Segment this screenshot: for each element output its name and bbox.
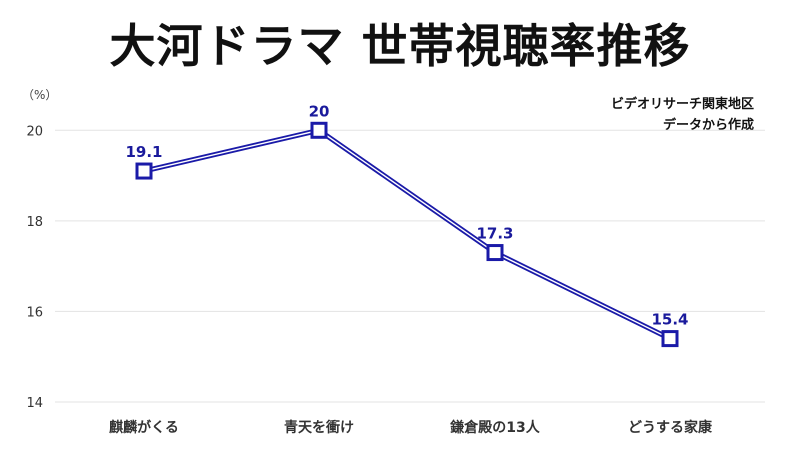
- data-labels-layer: 19.1 20 17.3 15.4: [125, 102, 688, 328]
- x-axis-ticks: 麒麟がくる 青天を衝け 鎌倉殿の13人 どうする家康: [109, 419, 713, 436]
- series-line: [143, 127, 672, 341]
- chart-title: 大河ドラマ 世帯視聴率推移: [109, 19, 691, 73]
- y-tick-label-20: 20: [26, 124, 43, 139]
- data-point-0: [135, 162, 153, 180]
- y-tick-label-16: 16: [26, 305, 43, 320]
- x-tick-label-3: どうする家康: [628, 419, 713, 436]
- y-unit-label: （%）: [22, 88, 58, 102]
- data-point-3: [661, 330, 679, 348]
- data-point-2: [486, 244, 504, 262]
- series-line-inner: [143, 129, 671, 340]
- data-label-1: 20: [309, 102, 330, 120]
- grid-layer: [55, 129, 765, 403]
- data-label-3: 15.4: [651, 311, 688, 329]
- x-tick-label-2: 鎌倉殿の13人: [449, 419, 540, 436]
- y-tick-label-14: 14: [26, 396, 43, 411]
- x-tick-label-0: 麒麟がくる: [109, 419, 179, 436]
- data-label-0: 19.1: [125, 143, 162, 161]
- y-axis-ticks: 14 16 18 20: [26, 124, 43, 411]
- source-note-line-2: データから作成: [662, 118, 754, 133]
- markers-layer: [135, 121, 679, 348]
- x-tick-label-1: 青天を衝け: [284, 419, 354, 436]
- source-note-line-1: ビデオリサーチ関東地区: [610, 97, 754, 112]
- data-label-2: 17.3: [476, 225, 513, 243]
- series-line-layer: [143, 127, 672, 341]
- data-point-1: [310, 121, 328, 139]
- y-tick-label-18: 18: [26, 215, 43, 230]
- source-note: ビデオリサーチ関東地区 データから作成: [611, 94, 754, 136]
